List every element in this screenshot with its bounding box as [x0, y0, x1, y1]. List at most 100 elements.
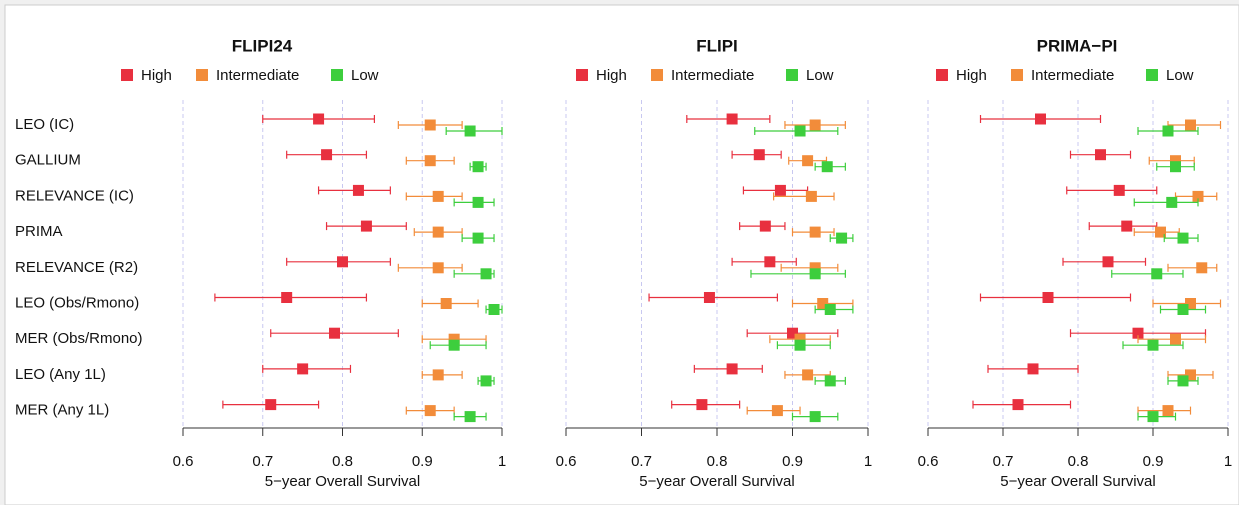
legend-swatch [1011, 69, 1023, 81]
point [753, 149, 765, 161]
x-tick-label: 0.8 [707, 453, 728, 470]
error-bar [731, 257, 797, 266]
row-label: MER (Obs/Rmono) [15, 330, 143, 347]
legend-swatch [121, 69, 133, 81]
point [1162, 125, 1174, 137]
point [472, 161, 484, 173]
point [1170, 155, 1181, 167]
point [802, 155, 814, 167]
point [1162, 405, 1174, 417]
point [1147, 339, 1159, 351]
x-tick-label: 0.8 [1068, 453, 1089, 470]
legend-label: Intermediate [1031, 67, 1114, 84]
point [836, 232, 848, 244]
error-bar [1111, 269, 1184, 278]
point [1151, 268, 1163, 280]
legend-swatch [576, 69, 588, 81]
row-label: RELEVANCE (R2) [15, 259, 138, 276]
legend-label: High [956, 67, 987, 84]
point [297, 363, 309, 375]
point [1102, 256, 1114, 268]
point [472, 196, 484, 208]
point [703, 292, 715, 303]
row-label: RELEVANCE (IC) [15, 187, 134, 204]
legend-swatch [936, 69, 948, 81]
x-tick-label: 1 [1224, 453, 1232, 470]
row-label: MER (Any 1L) [15, 402, 109, 419]
point [464, 125, 476, 137]
point [1042, 292, 1054, 303]
chart-title: PRIMA−PI [1037, 36, 1118, 55]
legend-swatch [331, 69, 343, 81]
point [480, 268, 492, 280]
error-bar [397, 263, 463, 272]
row-label: LEO (Any 1L) [15, 366, 106, 383]
error-bar [780, 263, 839, 272]
error-bar [979, 293, 1132, 302]
point [1121, 220, 1133, 232]
point [432, 262, 444, 274]
point [360, 220, 372, 232]
legend-label: Intermediate [671, 67, 754, 84]
point [432, 226, 444, 238]
point [802, 369, 814, 381]
legend-label: Intermediate [216, 67, 299, 84]
point [1196, 262, 1208, 274]
point [480, 375, 492, 387]
point [1177, 304, 1189, 315]
point [424, 405, 436, 417]
point [817, 298, 829, 309]
point [794, 339, 806, 351]
row-label: LEO (Obs/Rmono) [15, 294, 139, 311]
point [432, 190, 444, 202]
point [787, 327, 798, 339]
point [329, 327, 341, 339]
point [337, 256, 348, 268]
legend-swatch [1146, 69, 1158, 81]
point [771, 405, 783, 417]
error-bar [773, 192, 835, 201]
point [472, 232, 484, 244]
point [809, 226, 821, 238]
legend-swatch [651, 69, 663, 81]
point [1185, 369, 1196, 381]
point [448, 339, 460, 351]
legend-label: Low [351, 67, 379, 84]
x-tick-label: 0.6 [173, 453, 194, 470]
error-bar [1066, 186, 1158, 195]
point [424, 155, 436, 167]
x-tick-label: 0.6 [556, 453, 577, 470]
panel-background [4, 4, 1239, 505]
row-label: GALLIUM [15, 152, 81, 169]
x-tick-label: 0.9 [412, 453, 433, 470]
legend-label: Low [806, 67, 834, 84]
point [281, 292, 293, 303]
legend-label: High [596, 67, 627, 84]
error-bar [750, 269, 846, 278]
chart-title: FLIPI [696, 36, 738, 55]
point [440, 298, 452, 309]
point [764, 256, 776, 268]
x-axis-label: 5−year Overall Survival [639, 473, 794, 490]
point [1170, 161, 1181, 173]
legend-swatch [786, 69, 798, 81]
point [809, 411, 821, 423]
point [794, 333, 806, 345]
point [726, 113, 738, 125]
error-bar [1133, 198, 1199, 207]
point [805, 190, 817, 202]
point [824, 375, 836, 387]
point [432, 369, 444, 381]
point [488, 304, 500, 315]
point [313, 113, 325, 125]
legend-label: High [141, 67, 172, 84]
legend-label: Low [1166, 67, 1194, 84]
point [726, 363, 738, 375]
x-tick-label: 1 [864, 453, 872, 470]
point [774, 184, 786, 196]
point [696, 399, 708, 411]
point [1170, 333, 1181, 345]
x-tick-label: 0.9 [782, 453, 803, 470]
